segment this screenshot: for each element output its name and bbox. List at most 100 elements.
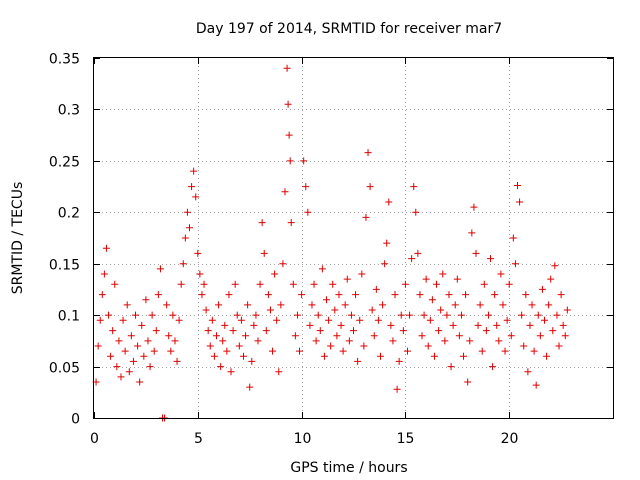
y-tick-label: 0.3 bbox=[58, 103, 80, 119]
data-point bbox=[350, 327, 357, 335]
data-point bbox=[563, 306, 571, 314]
data-point bbox=[559, 321, 567, 329]
data-point bbox=[418, 332, 426, 340]
data-point bbox=[167, 347, 175, 355]
data-point bbox=[235, 342, 243, 350]
y-tick-label: 0.25 bbox=[49, 155, 80, 171]
data-point bbox=[437, 306, 445, 314]
data-point bbox=[356, 316, 364, 324]
data-point bbox=[194, 249, 202, 257]
data-point bbox=[296, 347, 304, 355]
data-point bbox=[266, 306, 274, 314]
data-point bbox=[561, 332, 569, 340]
data-point bbox=[196, 270, 204, 278]
data-point bbox=[538, 285, 546, 293]
data-point bbox=[136, 378, 144, 386]
data-point bbox=[146, 363, 154, 371]
data-point bbox=[192, 193, 200, 201]
data-point bbox=[115, 337, 123, 345]
data-point bbox=[443, 311, 451, 319]
data-point bbox=[412, 208, 420, 216]
data-point bbox=[455, 332, 463, 340]
data-point bbox=[555, 342, 563, 350]
data-point bbox=[223, 347, 231, 355]
data-point bbox=[480, 280, 488, 288]
data-point bbox=[300, 157, 308, 165]
data-point bbox=[171, 337, 179, 345]
y-tick-label: 0.35 bbox=[49, 52, 80, 68]
data-point bbox=[379, 301, 387, 309]
data-point bbox=[352, 291, 360, 299]
data-point bbox=[329, 280, 337, 288]
data-point bbox=[148, 311, 156, 319]
x-tick-label: 20 bbox=[501, 431, 519, 447]
data-point bbox=[173, 357, 181, 365]
data-point bbox=[489, 363, 497, 371]
data-point bbox=[242, 332, 250, 340]
data-point bbox=[424, 342, 432, 350]
data-point bbox=[318, 265, 326, 273]
data-point bbox=[460, 352, 468, 360]
data-point bbox=[312, 337, 320, 345]
y-tick-labels: 0 0.05 0.1 0.15 0.2 0.25 0.3 0.35 bbox=[49, 52, 80, 428]
data-point bbox=[252, 311, 260, 319]
data-point bbox=[464, 378, 472, 386]
data-point bbox=[275, 368, 283, 376]
data-point bbox=[530, 347, 538, 355]
data-point bbox=[289, 280, 297, 288]
data-point bbox=[364, 149, 372, 157]
data-point bbox=[433, 280, 441, 288]
x-axis-label: GPS time / hours bbox=[290, 460, 407, 476]
data-point bbox=[308, 301, 316, 309]
data-point bbox=[246, 383, 254, 391]
data-point bbox=[100, 270, 108, 278]
data-point bbox=[543, 352, 551, 360]
data-point bbox=[113, 363, 121, 371]
data-point bbox=[210, 352, 218, 360]
data-point bbox=[449, 321, 457, 329]
data-point bbox=[526, 321, 534, 329]
data-point bbox=[250, 321, 258, 329]
data-point bbox=[227, 368, 235, 376]
data-point bbox=[532, 381, 540, 389]
data-point bbox=[287, 219, 295, 227]
data-point bbox=[125, 368, 133, 376]
data-point bbox=[551, 262, 559, 270]
data-point bbox=[339, 347, 347, 355]
data-point bbox=[395, 357, 403, 365]
y-tick-label: 0 bbox=[71, 412, 80, 428]
data-point bbox=[200, 280, 208, 288]
data-point bbox=[279, 260, 287, 268]
data-point bbox=[111, 280, 119, 288]
data-point bbox=[304, 208, 312, 216]
data-point bbox=[503, 316, 511, 324]
data-point bbox=[522, 291, 530, 299]
data-point bbox=[325, 316, 333, 324]
data-point bbox=[273, 316, 281, 324]
data-point bbox=[422, 275, 430, 283]
data-point bbox=[497, 270, 505, 278]
data-point bbox=[389, 337, 397, 345]
data-point bbox=[482, 327, 490, 335]
y-tick-label: 0.15 bbox=[49, 258, 80, 274]
data-point bbox=[163, 301, 171, 309]
data-point bbox=[514, 182, 522, 190]
data-point bbox=[138, 321, 146, 329]
data-point bbox=[123, 301, 131, 309]
data-point bbox=[198, 291, 206, 299]
data-point bbox=[221, 321, 229, 329]
data-point bbox=[391, 291, 399, 299]
data-point bbox=[470, 203, 478, 211]
data-point bbox=[557, 291, 565, 299]
y-axis-label: SRMTID / TECUs bbox=[10, 182, 26, 295]
data-point bbox=[495, 337, 503, 345]
data-point bbox=[169, 311, 177, 319]
data-point bbox=[547, 275, 555, 283]
data-point bbox=[154, 291, 162, 299]
data-point bbox=[262, 327, 270, 335]
data-point bbox=[264, 291, 272, 299]
data-point bbox=[185, 224, 193, 232]
data-point bbox=[381, 260, 389, 268]
data-point bbox=[401, 280, 409, 288]
data-point bbox=[190, 167, 198, 175]
